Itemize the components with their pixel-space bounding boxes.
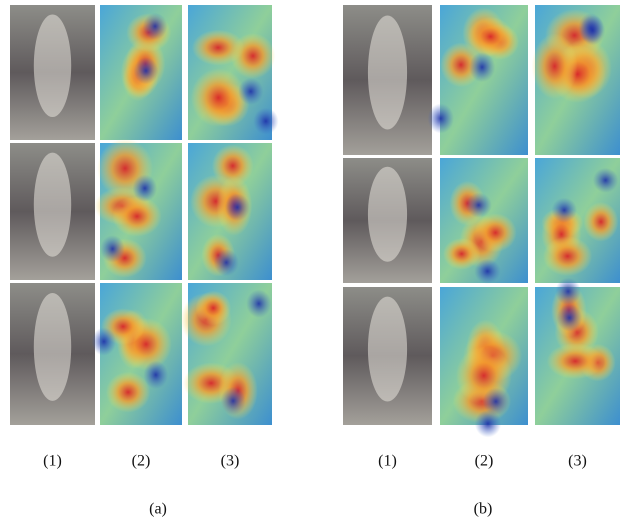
column-label: (3) xyxy=(221,453,240,470)
hot-region xyxy=(112,196,161,237)
cold-region xyxy=(465,193,491,218)
cold-region xyxy=(593,168,619,193)
person-silhouette xyxy=(34,153,71,257)
cold-region xyxy=(100,235,125,262)
column-label: (3) xyxy=(568,453,587,470)
person-silhouette xyxy=(368,16,407,130)
hot-region xyxy=(543,236,592,276)
cold-region xyxy=(225,194,250,221)
cold-region xyxy=(253,108,278,135)
cold-region xyxy=(214,249,239,276)
hot-region xyxy=(474,213,516,252)
cold-region xyxy=(552,198,578,223)
cold-region xyxy=(580,15,606,45)
cold-region xyxy=(133,175,158,202)
hot-region xyxy=(192,30,244,66)
hot-region xyxy=(547,343,604,379)
cold-region xyxy=(555,278,581,306)
column-label: (2) xyxy=(132,453,151,470)
hot-region xyxy=(443,238,480,270)
cold-region xyxy=(143,13,168,40)
cold-region xyxy=(238,78,263,105)
cold-region xyxy=(246,289,271,317)
labels: (1) (2) (3) (a) (1) (2) (3) (b) xyxy=(43,453,587,518)
panel-caption: (b) xyxy=(474,501,493,518)
cold-region xyxy=(483,388,509,416)
cold-region xyxy=(428,103,454,133)
person-silhouette xyxy=(368,167,407,262)
person-silhouette xyxy=(34,14,71,117)
column-label: (1) xyxy=(43,453,62,470)
hot-region xyxy=(468,17,514,56)
cold-region xyxy=(469,52,495,82)
cold-region xyxy=(92,327,117,355)
cold-region xyxy=(221,387,246,415)
cold-region xyxy=(474,259,500,284)
cold-region xyxy=(134,57,159,84)
cold-region xyxy=(557,304,583,332)
figure: (1) (2) (3) (a) (1) (2) (3) (b) xyxy=(0,0,622,525)
person-silhouette xyxy=(368,297,407,402)
image-grid xyxy=(10,5,620,437)
hot-region xyxy=(191,68,246,127)
panel-caption: (a) xyxy=(149,501,167,518)
hot-region xyxy=(195,291,231,326)
column-label: (1) xyxy=(378,453,397,470)
cold-region xyxy=(144,361,169,389)
hot-region xyxy=(532,33,578,99)
column-label: (2) xyxy=(475,453,494,470)
hot-region xyxy=(583,202,618,242)
person-silhouette xyxy=(34,293,71,401)
hot-region xyxy=(106,372,150,413)
